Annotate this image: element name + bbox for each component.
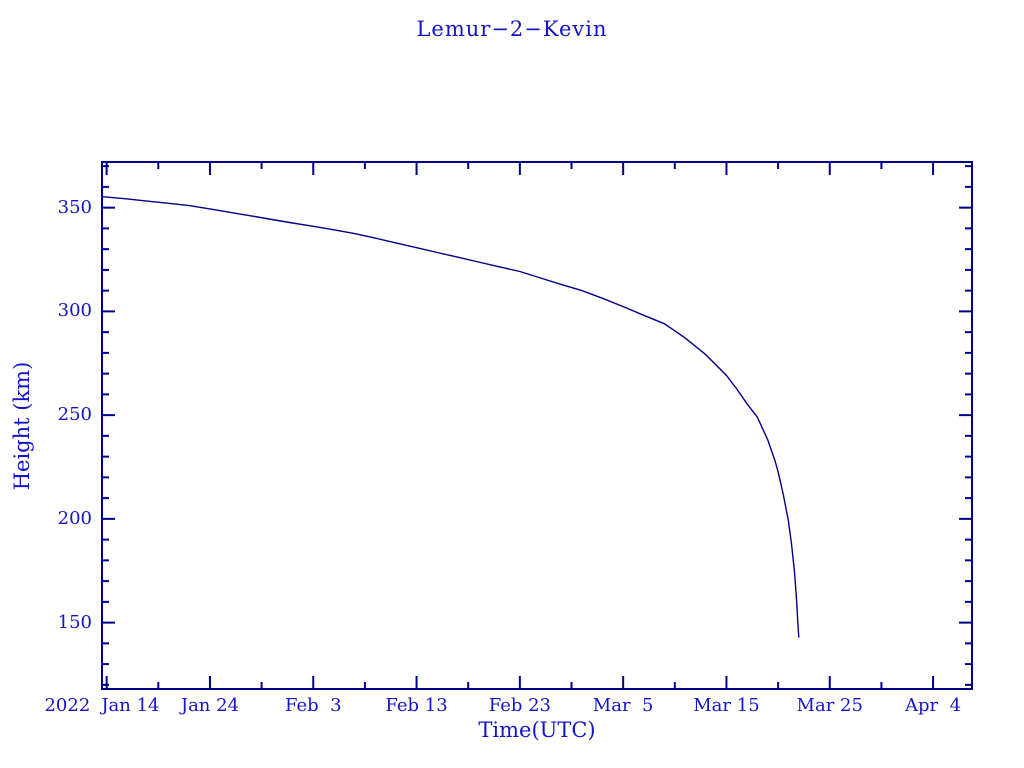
- x-tick-label: Jan 24: [180, 695, 240, 716]
- decay-curve: [101, 195, 800, 638]
- x-tick-label: Feb 3: [284, 695, 342, 716]
- x-tick-label: Mar 5: [592, 695, 654, 716]
- x-axis-title: Time(UTC): [478, 718, 596, 742]
- x-tick-label: Mar 15: [693, 695, 760, 716]
- x-tick-label: Apr 4: [905, 695, 962, 716]
- chart-title: Lemur−2−Kevin: [416, 17, 608, 41]
- y-tick-label: 350: [57, 196, 92, 218]
- y-tick-label: 250: [57, 404, 92, 426]
- y-tick-label: 300: [57, 300, 92, 322]
- x-tick-label: Feb 13: [385, 695, 448, 716]
- x-tick-label: Jan 14: [101, 695, 160, 716]
- x-tick-label: 2022: [44, 695, 91, 716]
- y-tick-label: 200: [57, 507, 92, 529]
- y-tick-label: 150: [57, 611, 92, 633]
- x-tick-label: Feb 23: [488, 695, 551, 716]
- y-axis-title: Height (km): [10, 361, 34, 491]
- x-tick-label: Mar 25: [796, 695, 863, 716]
